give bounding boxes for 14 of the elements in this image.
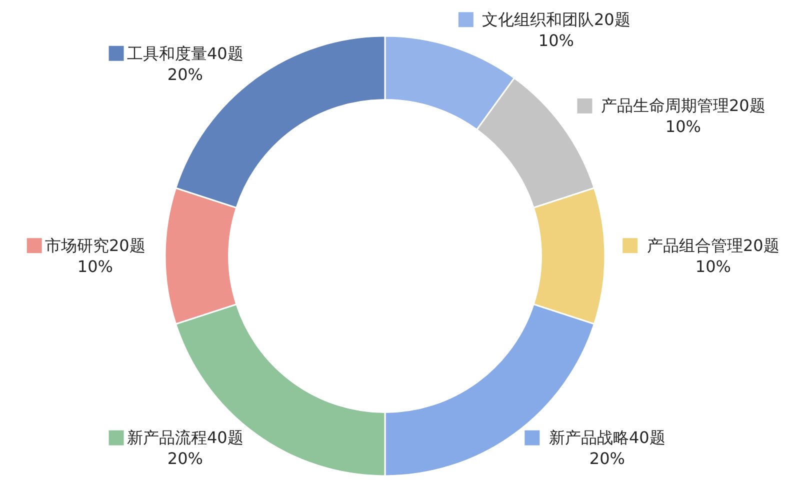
data-label: 20%	[589, 448, 625, 468]
data-label: 10%	[695, 256, 731, 276]
legend-label: 市场研究20题	[45, 236, 146, 255]
legend-label: 新产品流程40题	[127, 428, 244, 447]
data-label: 20%	[167, 64, 203, 84]
legend-label: 文化组织和团队20题	[482, 10, 630, 29]
data-label: 10%	[77, 256, 113, 276]
data-label: 20%	[167, 448, 203, 468]
legend-label: 产品组合管理20题	[647, 236, 780, 255]
data-label: 10%	[665, 116, 701, 136]
legend-label: 产品生命周期管理20题	[601, 96, 766, 115]
legend-label: 工具和度量40题	[127, 44, 244, 63]
data-label: 10%	[538, 30, 574, 50]
legend-label: 新产品战略40题	[549, 428, 666, 447]
